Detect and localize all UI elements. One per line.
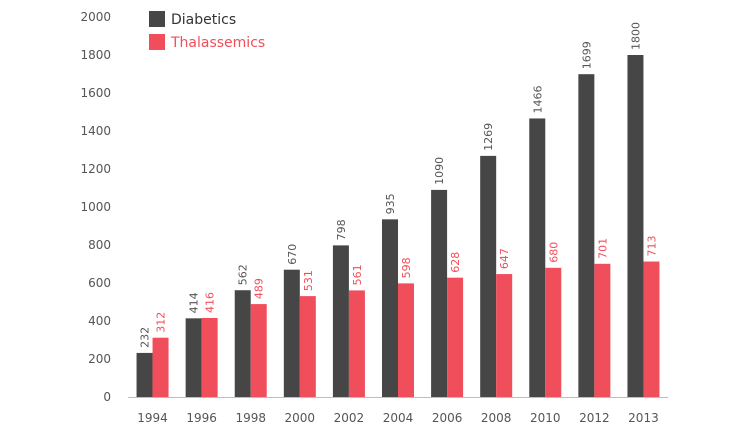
bars-group xyxy=(136,55,660,398)
bar-value-label: 489 xyxy=(253,278,266,299)
bar-value-label: 416 xyxy=(204,292,217,313)
bar-value-label: 1269 xyxy=(482,123,495,151)
y-tick-label: 1800 xyxy=(80,48,111,62)
x-tick-label: 2013 xyxy=(628,411,659,425)
bar-diabetics xyxy=(529,118,546,398)
y-tick-label: 1200 xyxy=(80,162,111,176)
bar-thalassemics xyxy=(496,274,513,397)
y-tick-label: 1400 xyxy=(80,124,111,138)
bar-diabetics xyxy=(578,74,595,397)
bar-value-label: 414 xyxy=(188,292,201,313)
y-tick-label: 1600 xyxy=(80,86,111,100)
bar-thalassemics xyxy=(398,283,414,397)
bar-thalassemics xyxy=(250,304,267,397)
x-tick-label: 2008 xyxy=(481,411,512,425)
bar-value-label: 1800 xyxy=(629,22,642,50)
bar-diabetics xyxy=(332,245,349,397)
bar-diabetics xyxy=(283,269,300,397)
y-tick-label: 600 xyxy=(88,276,111,290)
bar-diabetics xyxy=(234,290,251,397)
bar-value-label: 232 xyxy=(139,327,152,348)
x-tick-label: 2010 xyxy=(530,411,561,425)
bar-diabetics xyxy=(382,219,398,397)
bar-value-label: 312 xyxy=(155,312,168,333)
x-axis: 1994 1996 1998 2000 2002 2004 2006 2008 2010 2012… xyxy=(128,397,668,425)
bar-diabetics xyxy=(185,318,202,397)
y-tick-label: 200 xyxy=(88,352,111,366)
bar-thalassemics xyxy=(545,267,562,397)
legend-label: Diabetics xyxy=(171,12,236,28)
bar-value-label: 680 xyxy=(547,242,560,263)
bar-value-label: 1090 xyxy=(433,157,446,185)
bar-diabetics xyxy=(480,155,497,397)
bar-value-label: 713 xyxy=(645,236,658,257)
bar-value-label: 561 xyxy=(351,264,364,285)
bar-thalassemics xyxy=(447,277,464,397)
bar-value-label: 701 xyxy=(596,238,609,259)
bar-thalassemics xyxy=(643,261,660,397)
x-tick-label: 2002 xyxy=(334,411,365,425)
x-tick-label: 1994 xyxy=(137,411,168,425)
bar-value-label: 670 xyxy=(286,244,299,265)
y-tick-label: 0 xyxy=(103,390,111,404)
y-tick-label: 1000 xyxy=(80,200,111,214)
legend-label: Thalassemics xyxy=(170,35,265,51)
bar-value-label: 628 xyxy=(449,252,462,273)
bar-diabetics xyxy=(136,352,153,397)
bar-value-label: 531 xyxy=(302,270,315,291)
bar-value-label: 1466 xyxy=(531,85,544,113)
bar-value-label: 647 xyxy=(498,248,511,269)
legend-swatch xyxy=(149,34,165,50)
y-tick-label: 800 xyxy=(88,238,111,252)
bar-diabetics xyxy=(627,55,644,397)
bar-thalassemics xyxy=(594,263,611,397)
bar-value-label: 562 xyxy=(237,264,250,285)
bar-value-label: 798 xyxy=(335,219,348,240)
bar-value-label: 935 xyxy=(384,193,397,214)
y-axis: 0 200 400 600 800 1000 1200 1400 1600 1800 2000 xyxy=(80,10,111,404)
bar-thalassemics xyxy=(152,337,169,397)
bar-diabetics xyxy=(431,189,448,397)
legend: Diabetics Thalassemics xyxy=(149,11,265,51)
bar-thalassemics xyxy=(201,317,218,397)
x-tick-label: 2012 xyxy=(579,411,610,425)
x-tick-label: 1996 xyxy=(186,411,217,425)
x-tick-label: 2004 xyxy=(383,411,414,425)
x-tick-label: 1998 xyxy=(235,411,266,425)
bar-value-label: 1699 xyxy=(580,41,593,69)
x-tick-label: 2000 xyxy=(285,411,316,425)
bar-value-label: 598 xyxy=(400,257,413,278)
x-tick-label: 2006 xyxy=(432,411,463,425)
bar-thalassemics xyxy=(348,290,365,397)
y-tick-label: 2000 xyxy=(80,10,111,24)
y-tick-label: 400 xyxy=(88,314,111,328)
bar-thalassemics xyxy=(299,296,316,397)
legend-swatch xyxy=(149,11,165,27)
